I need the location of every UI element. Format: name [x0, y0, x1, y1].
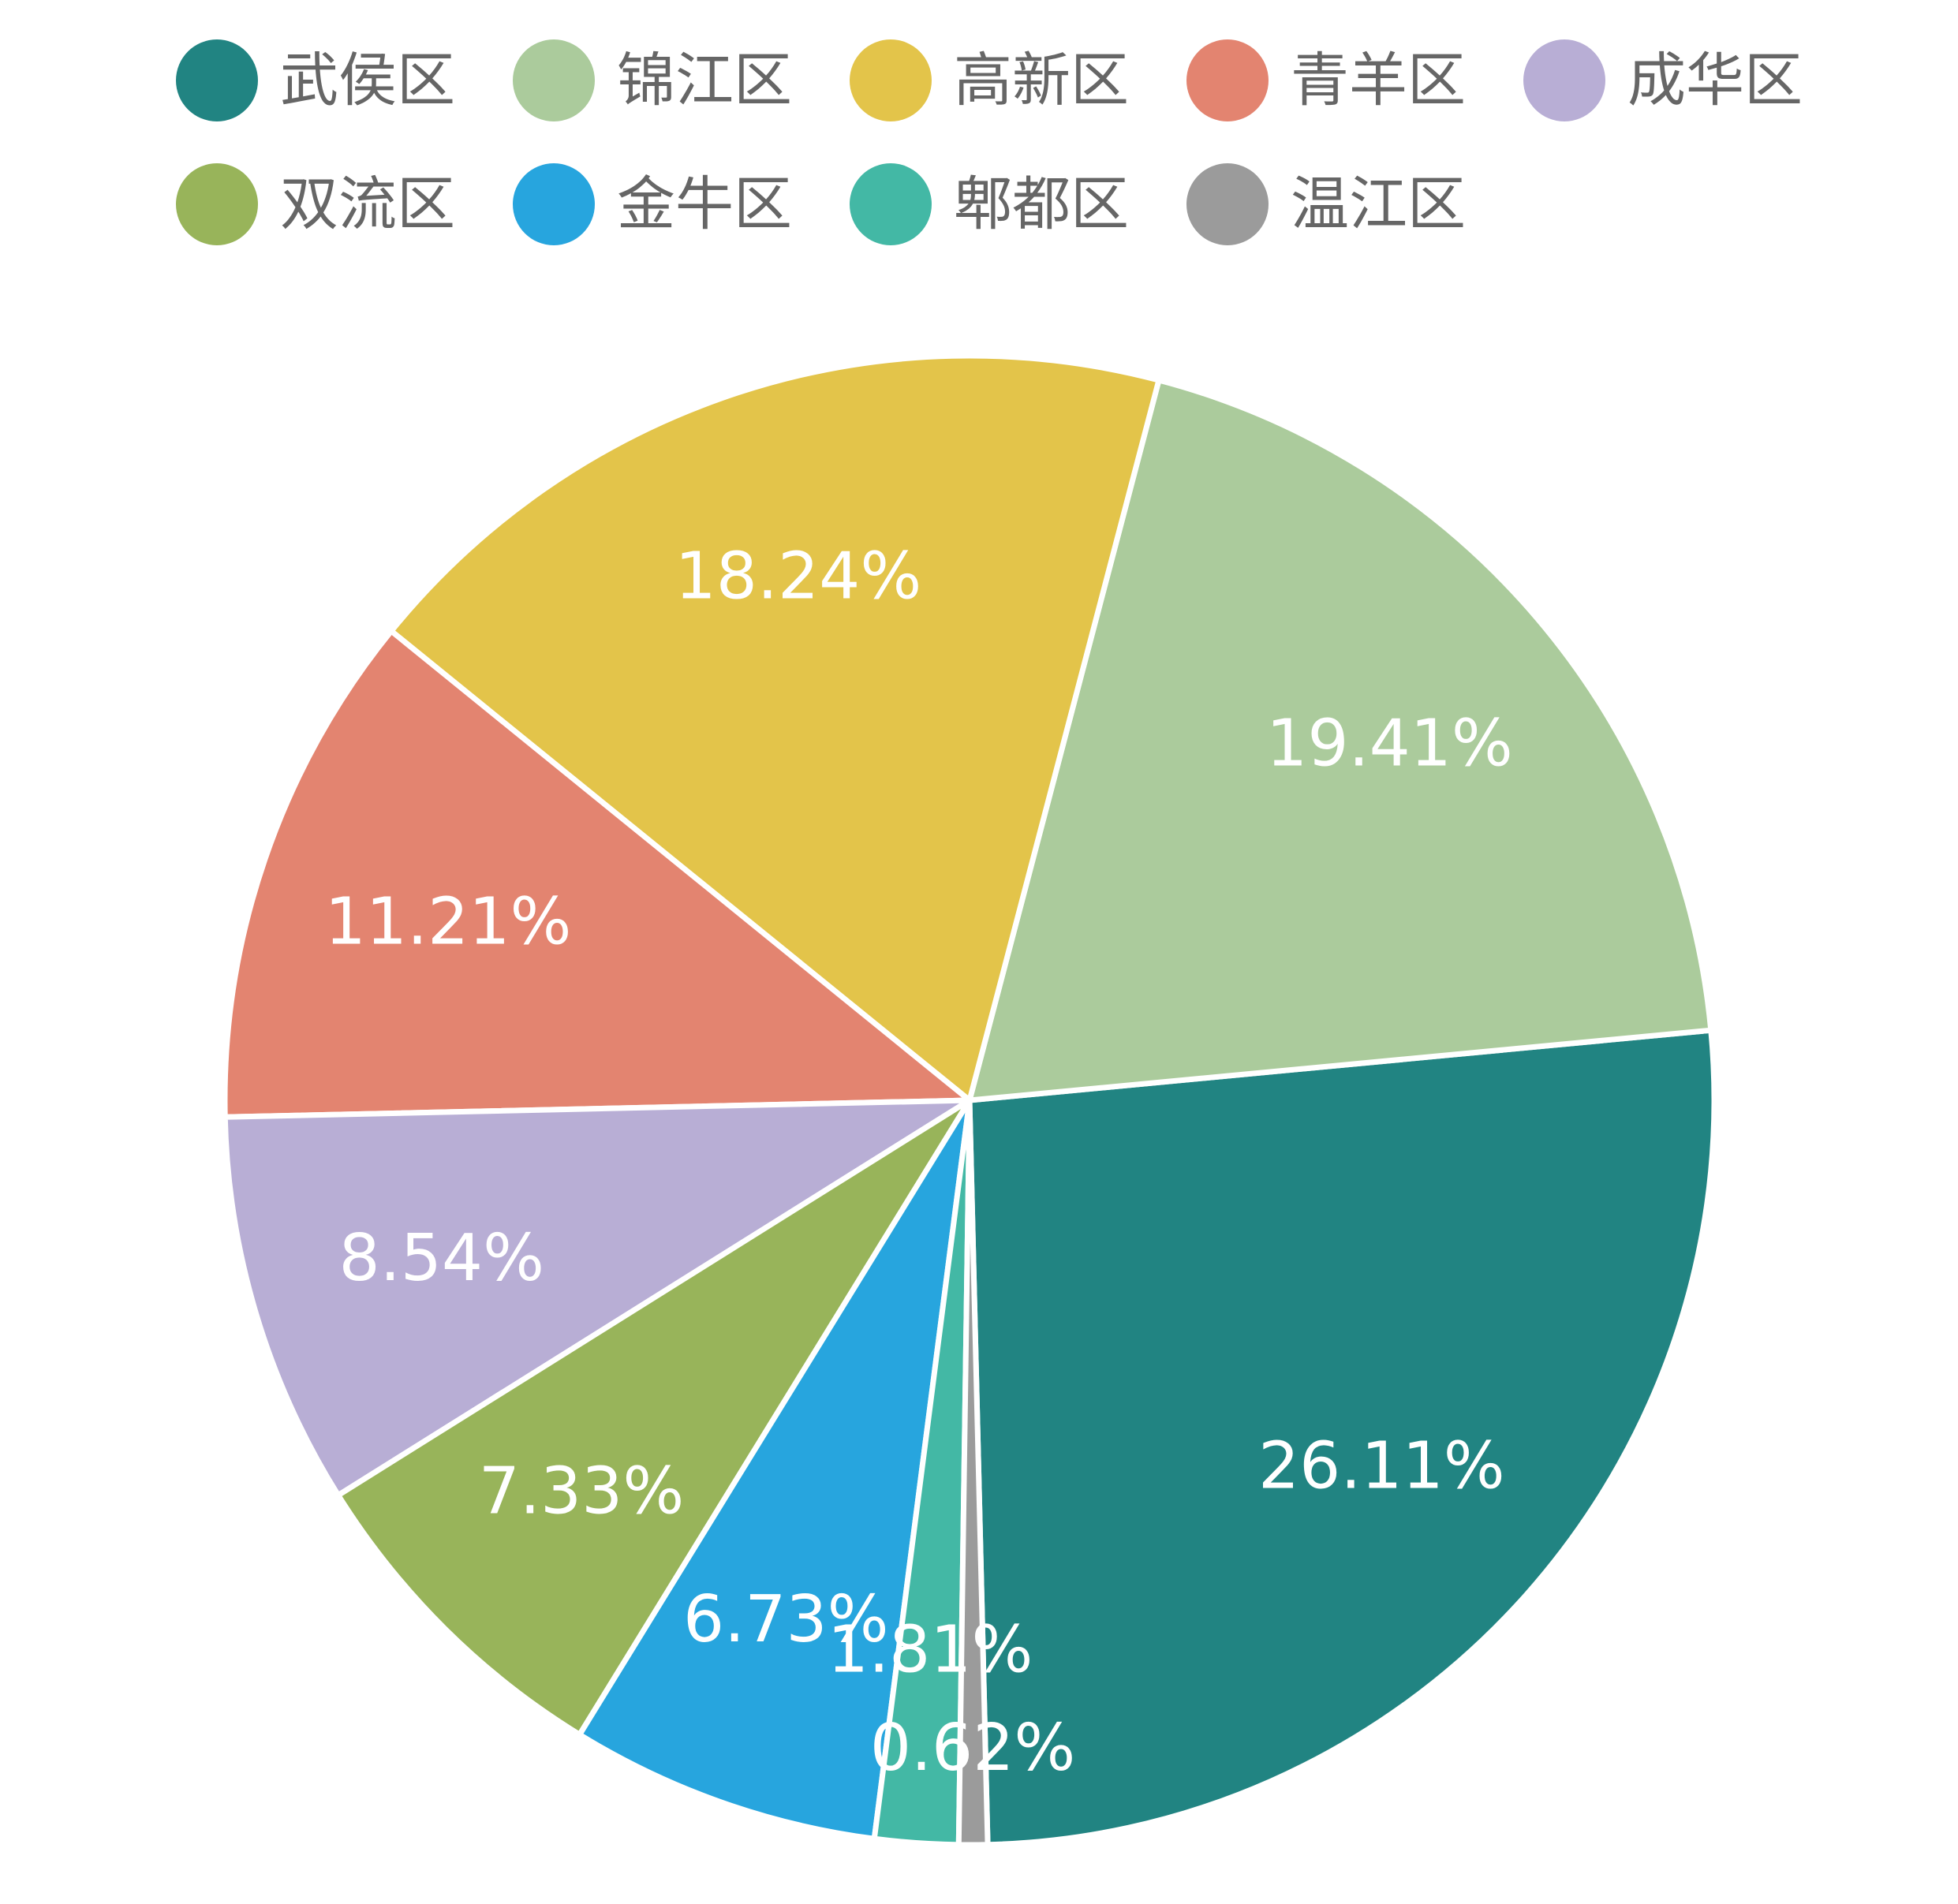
- legend-swatch: [1186, 163, 1269, 245]
- legend-swatch: [850, 39, 932, 121]
- pie-slice-5[interactable]: [222, 1097, 973, 1499]
- data-label-6: 7.33%: [479, 1454, 685, 1529]
- data-label-9: 0.62%: [870, 1711, 1076, 1786]
- data-label-4: 11.21%: [325, 884, 572, 959]
- legend-label: 成华区: [1627, 47, 1803, 114]
- legend-swatch: [176, 39, 258, 121]
- pie-slices: [222, 353, 1717, 1848]
- legend-label: 高新区: [954, 47, 1129, 114]
- pie-slice-2[interactable]: [966, 377, 1714, 1103]
- legend-item-7[interactable]: 金牛区: [513, 163, 792, 245]
- data-label-2: 19.41%: [1266, 706, 1513, 781]
- pie-slice-4[interactable]: [222, 628, 973, 1120]
- legend-label: 温江区: [1291, 170, 1466, 238]
- data-label-1: 26.11%: [1258, 1428, 1505, 1503]
- data-label-7: 6.73%: [683, 1582, 889, 1657]
- legend-label: 金牛区: [617, 170, 792, 238]
- legend-swatch: [1523, 39, 1605, 121]
- pie-slice-9[interactable]: [955, 1097, 991, 1848]
- legend-item-3[interactable]: 高新区: [850, 39, 1129, 121]
- legend-item-2[interactable]: 锦江区: [513, 39, 792, 121]
- pie-slice-6[interactable]: [335, 1097, 973, 1738]
- legend-label: 武侯区: [280, 47, 455, 114]
- legend-label: 锦江区: [617, 47, 792, 114]
- legend-label: 双流区: [280, 170, 455, 238]
- pie-slice-7[interactable]: [577, 1097, 973, 1842]
- data-label-5: 8.54%: [339, 1221, 545, 1296]
- legend-swatch: [176, 163, 258, 245]
- legend-swatch: [850, 163, 932, 245]
- legend-swatch: [513, 163, 595, 245]
- legend-swatch: [513, 39, 595, 121]
- legend-item-9[interactable]: 温江区: [1186, 163, 1466, 245]
- legend-label: 青羊区: [1291, 47, 1466, 114]
- pie-slice-1[interactable]: [966, 1027, 1717, 1848]
- legend-label: 郫都区: [954, 170, 1129, 238]
- legend-swatch: [1186, 39, 1269, 121]
- pie-slice-3[interactable]: [388, 353, 1162, 1103]
- legend-item-1[interactable]: 武侯区: [176, 39, 455, 121]
- data-label-3: 18.24%: [675, 539, 922, 614]
- legend-item-5[interactable]: 成华区: [1523, 39, 1803, 121]
- legend-item-8[interactable]: 郫都区: [850, 163, 1129, 245]
- legend-item-6[interactable]: 双流区: [176, 163, 455, 245]
- data-label-8: 1.81%: [828, 1612, 1033, 1687]
- legend-item-4[interactable]: 青羊区: [1186, 39, 1466, 121]
- pie-data-labels: 26.11% 19.41% 18.24% 11.21% 8.54% 7.33% 6.73%1…: [325, 539, 1513, 1786]
